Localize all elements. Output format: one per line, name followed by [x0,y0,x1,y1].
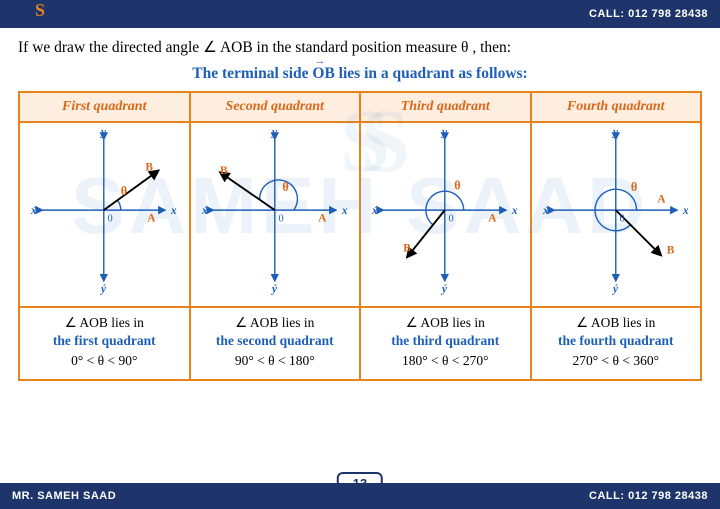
subtitle: The terminal side OB lies in a quadrant … [18,65,702,83]
svg-text:y: y [440,127,448,139]
table-desc-row: ∠ AOB lies in the first quadrant 0° < θ … [19,307,701,380]
svg-text:B: B [220,165,228,177]
vector-ob: OB [312,65,334,83]
svg-text:θ: θ [121,184,127,198]
svg-text:A: A [488,212,497,224]
footer-bar: MR. SAMEH SAAD CALL: 012 798 28438 [0,483,720,509]
desc-cell: ∠ AOB lies in the fourth quadrant 270° <… [531,307,702,380]
svg-text:x: x [170,205,177,217]
table-diagram-row: x x́ y ý 0 θ A B x x́ y ý 0 θ A B x x́ y… [19,122,701,307]
table-header: Fourth quadrant [531,92,702,122]
svg-text:B: B [666,245,674,257]
header-bar: CALL: 012 798 28438 [0,0,720,28]
svg-text:A: A [318,212,327,224]
svg-text:x: x [511,205,518,217]
svg-text:x́: x́ [371,205,379,217]
svg-text:0: 0 [449,213,454,224]
page-content: If we draw the directed angle ∠ AOB in t… [0,28,720,381]
intro-text: If we draw the directed angle ∠ AOB in t… [18,38,702,57]
quadrant-table: First quadrant Second quadrant Third qua… [18,91,702,381]
footer-author: MR. SAMEH SAAD [12,490,116,502]
table-header: Third quadrant [360,92,531,122]
brand-logo: SS SAMEH SAAD [18,2,52,30]
svg-text:B: B [403,243,411,255]
desc-cell: ∠ AOB lies in the third quadrant 180° < … [360,307,531,380]
diagram-cell: x x́ y ý 0 θ A B [190,122,361,307]
svg-text:θ: θ [282,180,288,194]
svg-text:θ: θ [454,178,460,192]
svg-text:A: A [147,212,156,224]
svg-text:y: y [610,127,618,139]
svg-text:x́: x́ [30,205,38,217]
svg-text:x: x [681,205,688,217]
table-header: Second quadrant [190,92,361,122]
logo-subtext: SAMEH SAAD [18,19,52,29]
svg-text:ý: ý [610,283,618,295]
svg-text:0: 0 [278,213,283,224]
desc-cell: ∠ AOB lies in the first quadrant 0° < θ … [19,307,190,380]
svg-text:0: 0 [108,213,113,224]
svg-text:A: A [657,194,666,206]
table-header-row: First quadrant Second quadrant Third qua… [19,92,701,122]
svg-text:x́: x́ [201,205,209,217]
desc-cell: ∠ AOB lies in the second quadrant 90° < … [190,307,361,380]
svg-text:0: 0 [619,213,624,224]
svg-text:B: B [145,161,153,173]
svg-text:ý: ý [269,283,277,295]
svg-text:θ: θ [630,180,636,194]
diagram-cell: x x́ y ý 0 θ A B [531,122,702,307]
svg-text:ý: ý [440,283,448,295]
svg-text:x́: x́ [542,205,550,217]
svg-text:y: y [99,127,107,139]
header-call: CALL: 012 798 28438 [589,8,708,20]
diagram-cell: x x́ y ý 0 θ A B [19,122,190,307]
diagram-cell: x x́ y ý 0 θ A B [360,122,531,307]
svg-text:ý: ý [99,283,107,295]
table-header: First quadrant [19,92,190,122]
footer-call: CALL: 012 798 28438 [589,490,708,502]
svg-text:x: x [340,205,347,217]
svg-text:y: y [269,127,277,139]
